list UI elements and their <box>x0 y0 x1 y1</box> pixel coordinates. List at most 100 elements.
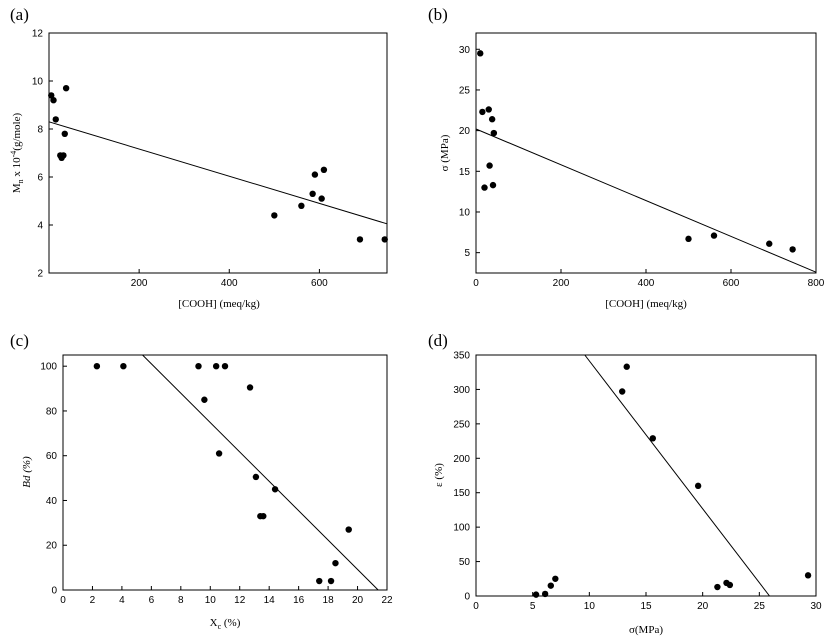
x-tick-label: 14 <box>264 595 276 606</box>
x-tick-label: 22 <box>381 595 393 606</box>
ylabel_parts-part: x 10 <box>11 157 23 180</box>
data-point <box>246 384 254 391</box>
data-point <box>298 202 305 209</box>
data-point <box>195 362 202 370</box>
y-tick-label: 60 <box>46 451 58 462</box>
data-point <box>332 559 339 567</box>
y-tick-label: 350 <box>453 351 470 362</box>
data-point <box>489 181 497 189</box>
data-point <box>485 106 492 113</box>
x-tick-label: 0 <box>60 595 66 606</box>
y-tick-label: 6 <box>37 173 43 184</box>
data-point <box>477 50 484 57</box>
x-tick-label: 400 <box>221 278 238 289</box>
y-tick-label: 2 <box>37 269 43 280</box>
data-point <box>120 362 127 370</box>
data-point <box>623 363 630 370</box>
x-tick-label: 16 <box>293 595 305 606</box>
plot-frame <box>475 354 817 597</box>
y-tick-label: 150 <box>453 488 470 499</box>
xlabel_parts-part: (%) <box>221 617 241 629</box>
plot-frame <box>48 32 388 274</box>
data-point <box>260 512 267 520</box>
xlabel_parts-part: c <box>218 622 222 631</box>
y-tick-label: 250 <box>453 419 470 430</box>
y-axis-label: Bd (%) <box>21 456 33 488</box>
x-tick-label: 800 <box>808 278 825 289</box>
plot-frame <box>475 32 817 274</box>
data-point <box>60 152 67 159</box>
data-point <box>694 482 702 490</box>
y-tick-label: 25 <box>459 85 471 96</box>
y-tick-label: 10 <box>459 207 471 218</box>
y-tick-label: 30 <box>459 45 471 56</box>
x-tick-label: 10 <box>584 601 596 612</box>
x-tick-label: 200 <box>131 278 148 289</box>
y-axis-label: Mn x 10-4(g/mole) <box>9 113 25 194</box>
x-tick-label: 0 <box>473 601 479 612</box>
y-tick-label: 0 <box>464 592 470 603</box>
ylabel_parts-part: -4 <box>9 151 18 158</box>
chart-panel: (b) 0 200 400 600 800 5 10 15 20 25 30 [COOH] (meq/k… <box>428 5 825 310</box>
data-point <box>488 116 496 123</box>
data-point <box>481 184 488 191</box>
x-tick-label: 400 <box>638 278 655 289</box>
data-point <box>789 246 796 253</box>
fit-line <box>142 354 379 591</box>
x-tick-label: 600 <box>311 278 328 289</box>
data-point <box>212 362 220 370</box>
x-axis-label: Xc (%) <box>210 617 241 631</box>
y-tick-label: 200 <box>453 454 470 465</box>
data-point <box>215 450 223 457</box>
x-tick-label: 12 <box>234 595 246 606</box>
data-point <box>547 582 554 589</box>
data-point <box>50 97 57 104</box>
x-tick-label: 0 <box>473 278 479 289</box>
panel-label: (c) <box>10 331 29 350</box>
plot-frame <box>62 354 388 591</box>
x-tick-label: 18 <box>323 595 335 606</box>
y-tick-label: 4 <box>37 221 43 232</box>
y-axis-label: σ (MPa) <box>439 134 451 171</box>
x-axis-label: [COOH] (meq/kg) <box>178 298 260 310</box>
y-tick-label: 100 <box>40 362 57 373</box>
data-point <box>710 232 718 239</box>
panel-label: (b) <box>428 5 448 24</box>
y-tick-label: 100 <box>453 523 470 534</box>
x-tick-label: 8 <box>178 595 184 606</box>
x-axis-label: [COOH] (meq/kg) <box>605 298 687 310</box>
x-tick-label: 200 <box>553 278 570 289</box>
data-point <box>271 212 278 219</box>
ylabel_parts-part: n <box>16 179 25 183</box>
x-tick-label: 20 <box>352 595 364 606</box>
y-tick-label: 8 <box>37 125 43 136</box>
y-tick-label: 40 <box>46 496 58 507</box>
data-point <box>252 473 260 481</box>
data-point <box>311 171 319 178</box>
y-tick-label: 10 <box>32 77 44 88</box>
x-axis-label: σ(MPa) <box>629 624 663 636</box>
xlabel_parts-part: X <box>210 617 218 629</box>
x-tick-label: 10 <box>205 595 217 606</box>
x-tick-label: 25 <box>754 601 766 612</box>
x-tick-label: 5 <box>530 601 536 612</box>
chart-panel: (a) 200 400 600 2 4 6 8 10 12 [COOH] (meq/kg) Mn x … <box>9 5 388 310</box>
y-tick-label: 15 <box>459 167 471 178</box>
data-point <box>61 130 68 137</box>
y-axis-label: ε (%) <box>433 463 445 487</box>
data-point <box>479 108 486 116</box>
y-tick-label: 5 <box>464 248 470 259</box>
data-point <box>316 577 323 585</box>
data-point <box>48 92 55 99</box>
data-point <box>318 195 325 202</box>
panel-label: (a) <box>10 5 29 24</box>
data-point <box>271 486 279 493</box>
data-point <box>62 85 70 92</box>
ylabel_parts-part: (g/mole) <box>11 113 23 151</box>
chart-panel: (d)0 5 10 15 20 25 30050100150200250300350σ(MP… <box>428 331 822 636</box>
data-point <box>766 240 773 247</box>
data-point <box>320 166 328 173</box>
data-point <box>490 129 498 137</box>
x-tick-label: 30 <box>810 601 822 612</box>
ylabel_parts-part: M <box>11 183 23 193</box>
